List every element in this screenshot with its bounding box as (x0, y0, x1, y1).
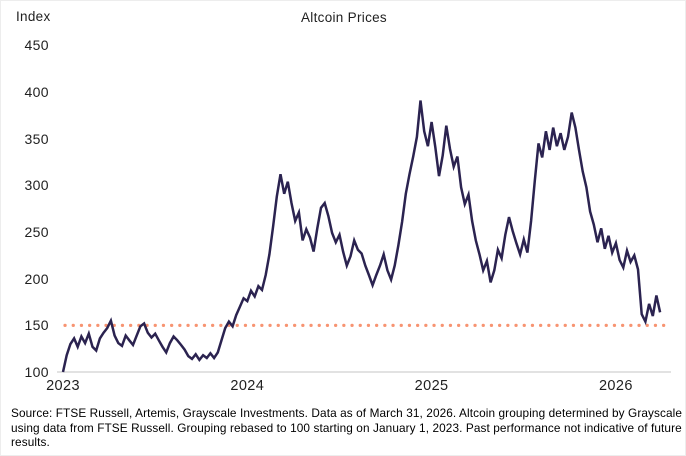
y-tick-label-450: 450 (24, 37, 49, 54)
y-axis-unit-label: Index (16, 9, 51, 24)
source-note: Source: FTSE Russell, Artemis, Grayscale… (11, 406, 683, 450)
chart-title: Altcoin Prices (301, 10, 387, 25)
x-tick-label-2025: 2025 (414, 378, 449, 394)
x-tick-label-2023: 2023 (46, 378, 80, 394)
y-tick-label-350: 350 (24, 130, 49, 147)
y-tick-label-100: 100 (24, 364, 49, 380)
x-tick-label-2026: 2026 (598, 378, 633, 394)
y-tick-label-400: 400 (24, 84, 49, 101)
y-tick-label-300: 300 (24, 177, 49, 194)
y-tick-label-200: 200 (24, 270, 49, 287)
y-tick-label-150: 150 (24, 317, 49, 334)
altcoin-price-line (61, 100, 662, 373)
x-tick-label-2024: 2024 (230, 378, 265, 394)
y-tick-label-250: 250 (24, 224, 49, 241)
